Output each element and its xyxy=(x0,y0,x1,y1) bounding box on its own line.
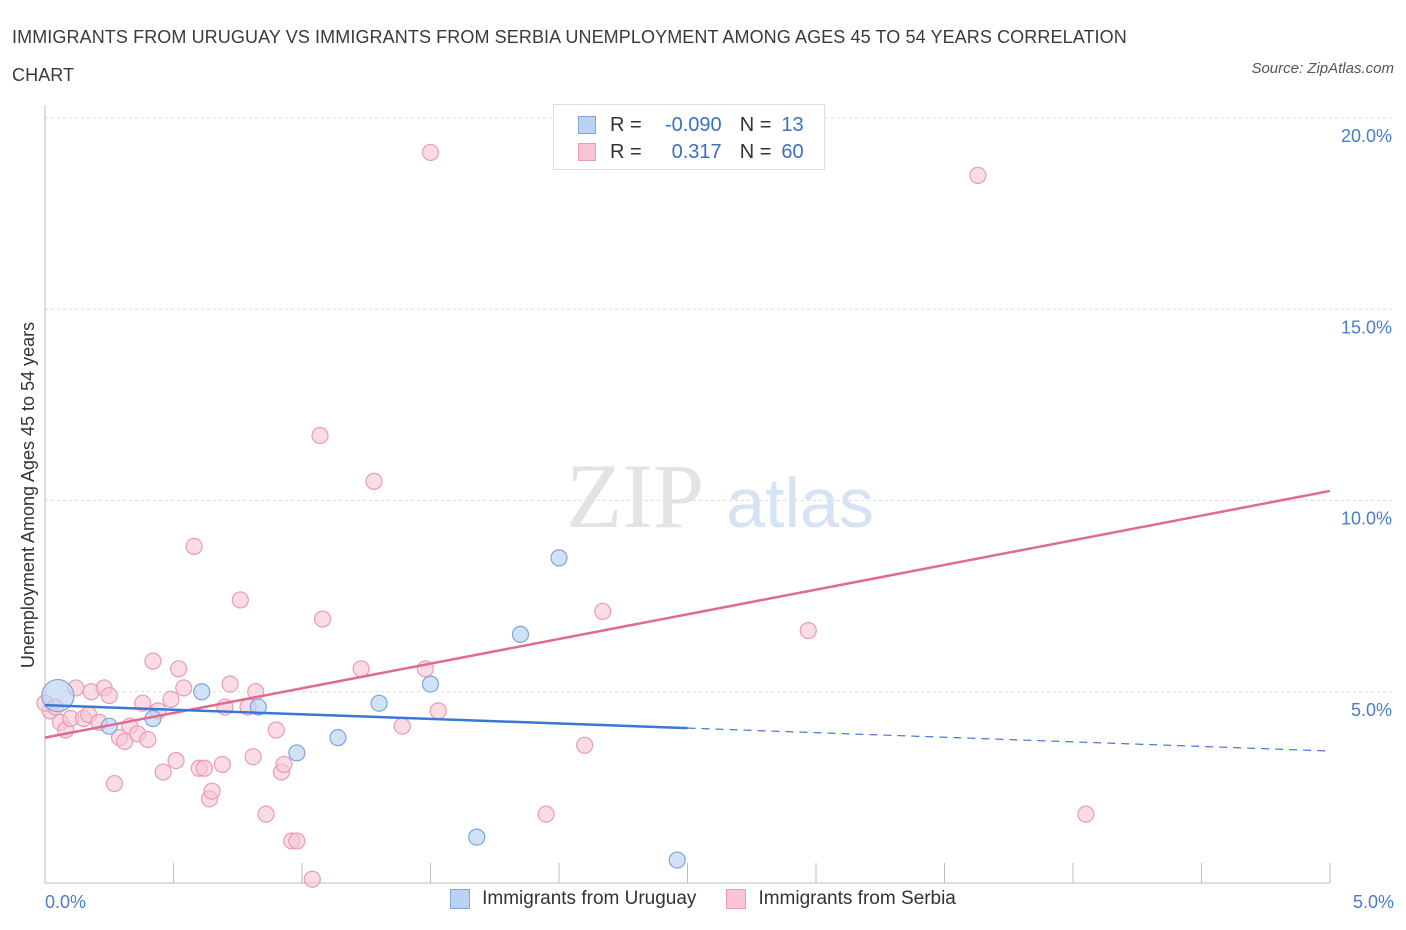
serbia-point xyxy=(167,751,185,770)
serbia-point xyxy=(162,690,180,709)
legend-label-serbia: Immigrants from Serbia xyxy=(758,888,956,909)
serbia-point xyxy=(144,652,162,670)
serbia-point xyxy=(231,591,249,609)
stats-row-serbia: R = 0.317 N = 60 xyxy=(578,140,804,164)
serbia-point xyxy=(303,870,321,888)
y-axis-label: Unemployment Among Ages 45 to 54 years xyxy=(18,322,38,668)
uruguay-point xyxy=(421,675,440,693)
n-value: 13 xyxy=(781,113,804,136)
x-tick-label-max: 5.0% xyxy=(1353,892,1394,912)
serbia-point xyxy=(213,755,231,774)
serbia-point xyxy=(100,686,118,705)
trend-lines xyxy=(44,489,1331,752)
watermark-zip: ZIP xyxy=(566,445,704,547)
uruguay-legend-swatch xyxy=(450,889,471,909)
serbia-point xyxy=(288,832,306,850)
serbia-point xyxy=(365,472,383,490)
uruguay-point xyxy=(329,729,347,747)
serbia-point xyxy=(311,426,329,445)
serbia-point xyxy=(799,621,817,640)
serbia-legend-swatch xyxy=(726,889,747,909)
serbia-point xyxy=(154,763,172,781)
serbia-point xyxy=(221,675,239,693)
serbia-point xyxy=(393,717,411,735)
uruguay-point xyxy=(511,625,530,643)
watermark-atlas: atlas xyxy=(726,464,874,542)
grid-lines xyxy=(45,117,1394,693)
serbia-point xyxy=(244,748,262,766)
uruguay-point xyxy=(550,549,568,567)
uruguay-point xyxy=(370,694,388,712)
x-tick-labels: 0.0% 5.0% xyxy=(45,892,1394,912)
y-tick-label: 5.0% xyxy=(1351,700,1392,720)
y-tick-label: 20.0% xyxy=(1341,126,1392,146)
serbia-swatch xyxy=(578,143,596,161)
stats-legend: R = -0.090 N = 13 R = 0.317 N = 60 xyxy=(553,104,825,170)
r-value: 0.317 xyxy=(671,140,722,163)
source-label: Source: ZipAtlas.com xyxy=(1251,60,1394,77)
y-tick-label: 10.0% xyxy=(1341,509,1392,529)
series-legend: Immigrants from Uruguay Immigrants from … xyxy=(0,888,1406,910)
legend-item-serbia[interactable]: Immigrants from Serbia xyxy=(726,888,956,910)
legend-item-uruguay[interactable]: Immigrants from Uruguay xyxy=(450,888,696,910)
serbia-point xyxy=(203,782,221,800)
r-label: R = xyxy=(610,140,642,163)
uruguay-point xyxy=(249,698,267,716)
serbia-point xyxy=(257,805,275,823)
serbia-point xyxy=(185,537,203,556)
uruguay-point xyxy=(41,678,75,713)
y-tick-labels: 5.0% 10.0% 15.0% 20.0% xyxy=(1341,126,1392,720)
y-tick-label: 15.0% xyxy=(1341,317,1392,337)
n-value: 60 xyxy=(781,140,804,163)
uruguay-point xyxy=(193,683,211,701)
watermark: ZIP atlas xyxy=(566,445,874,547)
uruguay-point xyxy=(468,828,486,846)
serbia-point xyxy=(969,166,987,184)
serbia-point xyxy=(170,660,188,678)
r-value: -0.090 xyxy=(664,113,722,136)
serbia-point xyxy=(195,759,213,777)
serbia-point xyxy=(134,694,152,712)
serbia-trend-line xyxy=(44,489,1331,739)
uruguay-point xyxy=(668,851,686,869)
uruguay-trend-extension xyxy=(687,727,1331,752)
uruguay-trend-line xyxy=(44,703,688,730)
uruguay-swatch xyxy=(578,116,596,134)
legend-label-uruguay: Immigrants from Uruguay xyxy=(482,888,697,909)
n-label: N = xyxy=(739,140,772,163)
serbia-point xyxy=(421,143,440,162)
serbia-point xyxy=(313,610,332,628)
serbia-points xyxy=(36,143,1095,888)
serbia-point xyxy=(576,736,594,754)
axes xyxy=(44,105,1331,884)
serbia-point xyxy=(429,702,447,720)
serbia-point xyxy=(1077,805,1095,823)
chart-title: IMMIGRANTS FROM URUGUAY VS IMMIGRANTS FR… xyxy=(12,27,1127,85)
serbia-point xyxy=(352,660,370,678)
serbia-point xyxy=(275,755,293,774)
serbia-point xyxy=(594,602,612,621)
x-tick-label-min: 0.0% xyxy=(45,892,86,912)
serbia-point xyxy=(105,774,123,793)
serbia-point xyxy=(175,679,193,697)
serbia-point xyxy=(116,732,134,751)
serbia-point xyxy=(139,730,157,749)
r-label: R = xyxy=(610,113,642,136)
serbia-point xyxy=(267,721,285,739)
serbia-point xyxy=(537,805,555,823)
stats-row-uruguay: R = -0.090 N = 13 xyxy=(578,113,804,137)
n-label: N = xyxy=(739,113,772,136)
uruguay-point xyxy=(288,744,306,762)
